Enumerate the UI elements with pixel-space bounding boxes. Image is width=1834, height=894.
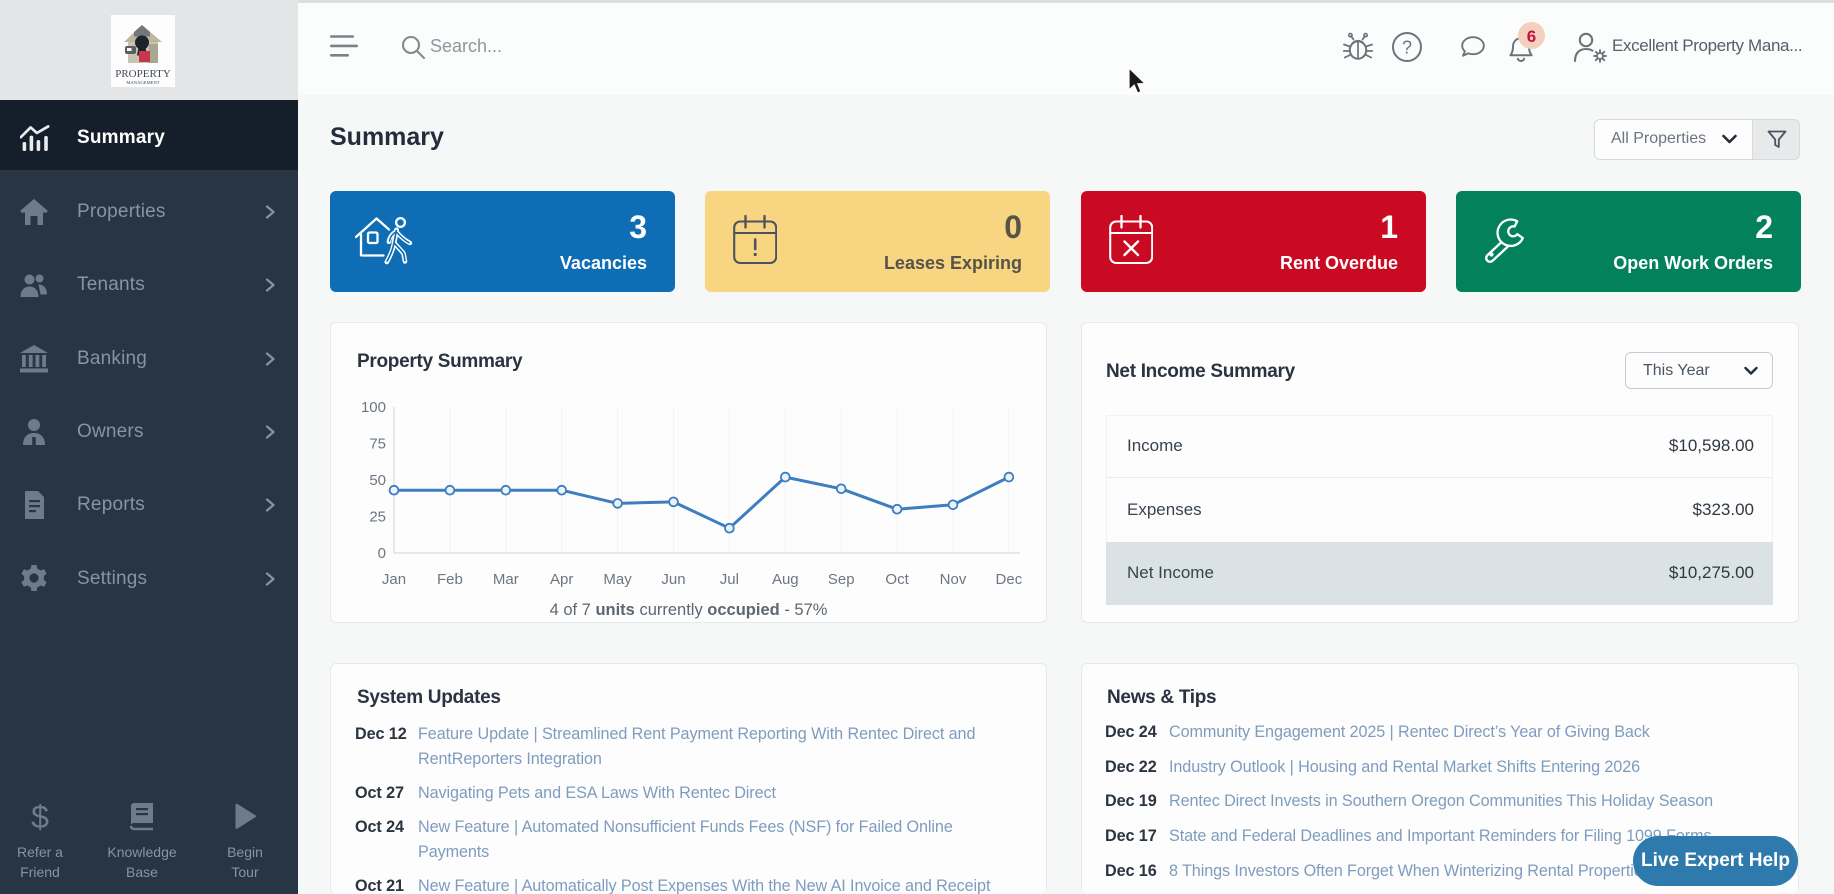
svg-text:Aug: Aug — [772, 571, 799, 588]
svg-text:50: 50 — [369, 472, 386, 489]
svg-text:Feb: Feb — [437, 571, 463, 588]
svg-text:100: 100 — [361, 399, 386, 416]
svg-text:0: 0 — [378, 545, 386, 562]
svg-text:Sep: Sep — [828, 571, 855, 588]
svg-text:Nov: Nov — [940, 571, 967, 588]
svg-text:Jul: Jul — [720, 571, 739, 588]
svg-text:PROPERTY: PROPERTY — [115, 68, 171, 80]
svg-text:Dec: Dec — [996, 571, 1023, 588]
svg-text:Apr: Apr — [550, 571, 573, 588]
svg-text:Jun: Jun — [661, 571, 685, 588]
svg-text:?: ? — [1402, 38, 1412, 58]
svg-text:Jan: Jan — [382, 571, 406, 588]
svg-text:Mar: Mar — [493, 571, 519, 588]
svg-text:May: May — [603, 571, 632, 588]
svg-text:75: 75 — [369, 436, 386, 453]
svg-text:25: 25 — [369, 509, 386, 526]
svg-text:MANAGEMENT: MANAGEMENT — [126, 80, 159, 85]
svg-text:Oct: Oct — [885, 571, 909, 588]
